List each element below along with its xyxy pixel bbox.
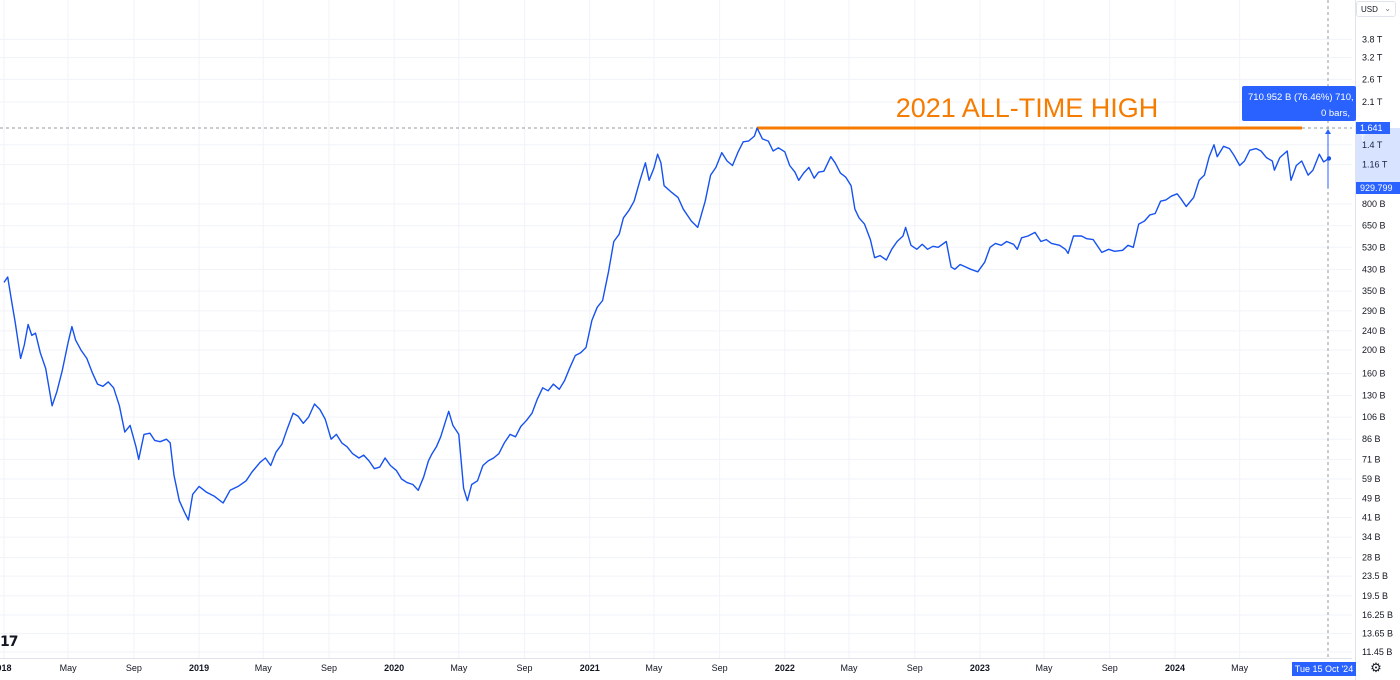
measure-tooltip: 710.952 B (76.46%) 710, 0 bars, — [1242, 86, 1356, 121]
x-tick-label: Sep — [907, 663, 923, 673]
last-price-marker — [1326, 156, 1332, 161]
y-tick-label: 290 B — [1362, 306, 1386, 316]
y-tick-label: 650 B — [1362, 221, 1386, 231]
y-tick-label: 86 B — [1362, 434, 1381, 444]
y-tick-label: 1.16 T — [1362, 160, 1388, 170]
price-label-ath-text: 1.641 T — [1360, 123, 1383, 143]
x-tick-label: May — [840, 663, 858, 673]
y-tick-label: 34 B — [1362, 532, 1381, 542]
x-tick-label: Sep — [321, 663, 337, 673]
y-tick-label: 19.5 B — [1362, 591, 1388, 601]
x-tick-label: 2019 — [189, 663, 209, 673]
price-label-current-text: 929.799 B — [1360, 182, 1393, 203]
y-tick-label: 41 B — [1362, 512, 1381, 522]
x-tick-label: Sep — [517, 663, 533, 673]
y-tick-label: 13.65 B — [1362, 628, 1393, 638]
x-axis: 018 May Sep 2019 May Sep 2020 May Sep 2021 May Sep 2… — [0, 658, 1352, 673]
y-tick-label: 11.45 B — [1362, 647, 1392, 657]
x-tick-label: May — [1231, 663, 1249, 673]
y-tick-label: 28 B — [1362, 553, 1381, 563]
x-tick-label: May — [60, 663, 78, 673]
y-tick-label: 200 B — [1362, 345, 1386, 355]
y-tick-label: 350 B — [1362, 286, 1386, 296]
x-tick-label: Sep — [712, 663, 728, 673]
measure-arrowhead-icon — [1325, 129, 1331, 134]
y-tick-label: 530 B — [1362, 242, 1386, 252]
y-tick-label: 2.6 T — [1362, 74, 1383, 84]
y-tick-label: 130 B — [1362, 391, 1386, 401]
y-tick-label: 23.5 B — [1362, 571, 1388, 581]
measure-tooltip-value: 710.952 B (76.46%) 710, — [1248, 92, 1354, 103]
y-tick-label: 49 B — [1362, 494, 1381, 504]
y-tick-label: 160 B — [1362, 369, 1386, 379]
crosshair-date-label: Tue 15 Oct '24 — [1292, 662, 1356, 676]
y-tick-label: 240 B — [1362, 326, 1386, 336]
y-tick-label: 2.1 T — [1362, 97, 1383, 107]
series-line — [3, 127, 1330, 521]
x-tick-label: 2020 — [384, 663, 404, 673]
ath-label: 2021 ALL-TIME HIGH — [896, 93, 1159, 123]
y-tick-label: 59 B — [1362, 474, 1381, 484]
y-tick-label: 1.4 T — [1362, 140, 1383, 150]
currency-label: USD — [1361, 5, 1378, 14]
x-tick-label: Sep — [126, 663, 142, 673]
x-tick-label: 2022 — [775, 663, 795, 673]
y-tick-label: 800 B — [1362, 199, 1386, 209]
y-tick-label: 3.8 T — [1362, 34, 1383, 44]
gear-icon[interactable]: ⚙ — [1370, 660, 1382, 675]
chevron-down-icon: ⌄ — [1384, 4, 1391, 13]
x-tick-label: 2021 — [580, 663, 600, 673]
y-axis: 3.8 T 3.2 T 2.6 T 2.1 T 1.4 T 1.16 T 800 B 650 … — [1355, 0, 1393, 680]
x-tick-label: Sep — [1102, 663, 1118, 673]
x-tick-label: May — [450, 663, 468, 673]
x-tick-label: 2024 — [1165, 663, 1185, 673]
measure-tooltip-bars: 0 bars, — [1320, 108, 1350, 119]
y-tick-label: 106 B — [1362, 412, 1386, 422]
y-tick-label: 71 B — [1362, 454, 1381, 464]
x-tick-label: May — [1036, 663, 1054, 673]
y-tick-label: 16.25 B — [1362, 610, 1393, 620]
price-label-current: 929.799 B — [1356, 181, 1400, 203]
currency-dropdown[interactable]: USD ⌄ — [1356, 1, 1396, 17]
x-tick-label: 018 — [0, 663, 12, 673]
price-label-ath: 1.641 T — [1356, 122, 1390, 143]
y-tick-label: 3.2 T — [1362, 53, 1383, 63]
measure-range-area — [1356, 128, 1400, 188]
x-tick-label: May — [645, 663, 663, 673]
x-tick-label: May — [255, 663, 273, 673]
grid-lines — [0, 0, 1352, 658]
y-tick-label: 430 B — [1362, 264, 1386, 274]
tradingview-logo: 17 — [0, 634, 19, 650]
x-tick-label: 2023 — [970, 663, 990, 673]
